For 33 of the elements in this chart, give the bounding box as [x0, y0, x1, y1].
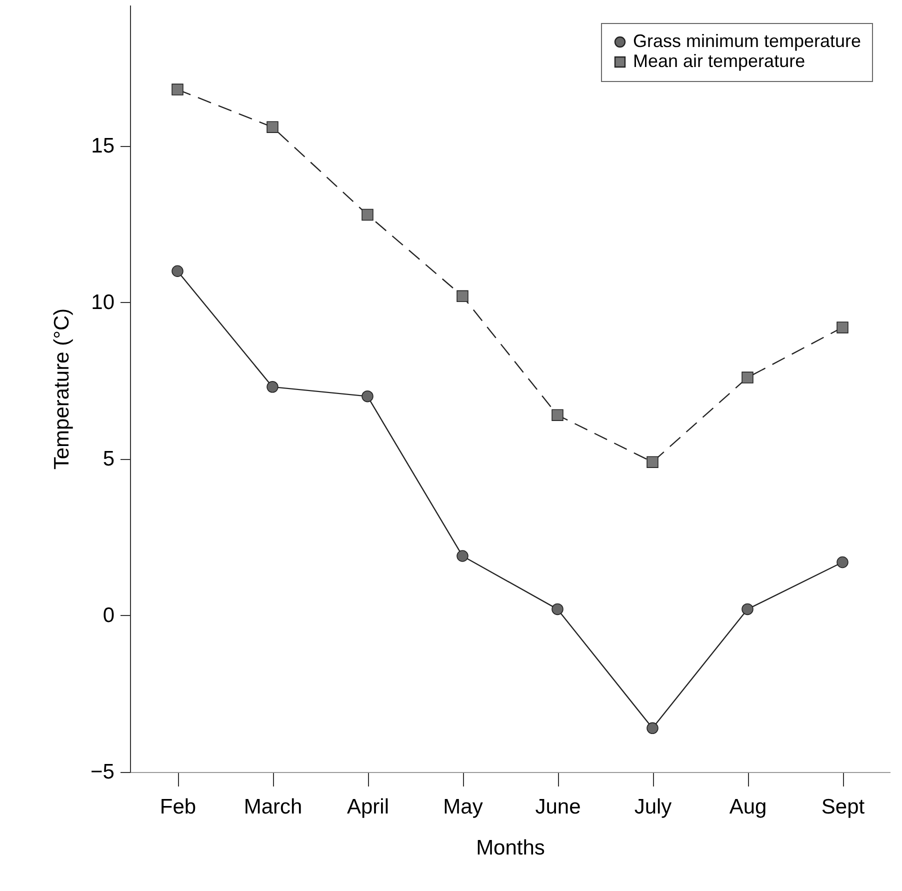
point	[646, 722, 658, 734]
point	[742, 372, 754, 384]
y-tick-label: 15	[91, 134, 114, 158]
point	[456, 550, 468, 562]
x-tick-label: April	[346, 796, 390, 818]
x-tick-label: Sept	[821, 796, 865, 818]
point	[266, 121, 278, 133]
x-tick-label: Feb	[160, 796, 196, 818]
y-tick-label: 5	[102, 447, 114, 470]
point	[456, 290, 468, 302]
point	[646, 456, 658, 468]
point	[552, 603, 564, 616]
point	[172, 265, 184, 277]
y-axis-title: Temperature (°C)	[50, 308, 74, 470]
x-tick-label: Aug	[729, 796, 767, 818]
point	[552, 409, 564, 421]
point	[836, 322, 848, 334]
y-tick-label: 10	[91, 290, 114, 314]
y-tick-label: −5	[90, 760, 114, 784]
x-tick-label: June	[535, 796, 581, 818]
point	[362, 208, 374, 221]
point	[362, 390, 374, 402]
x-tick-label: March	[244, 796, 302, 818]
x-tick-label: July	[634, 796, 672, 818]
point	[266, 381, 278, 393]
x-tick-label: May	[443, 796, 484, 818]
point	[172, 84, 184, 96]
legend-label: Grass minimum temperature	[633, 31, 862, 51]
legend-label: Mean air temperature	[633, 51, 806, 71]
point	[742, 603, 754, 616]
point	[836, 556, 848, 568]
y-tick-label: 0	[102, 604, 114, 627]
x-axis-title: Months	[476, 836, 545, 860]
